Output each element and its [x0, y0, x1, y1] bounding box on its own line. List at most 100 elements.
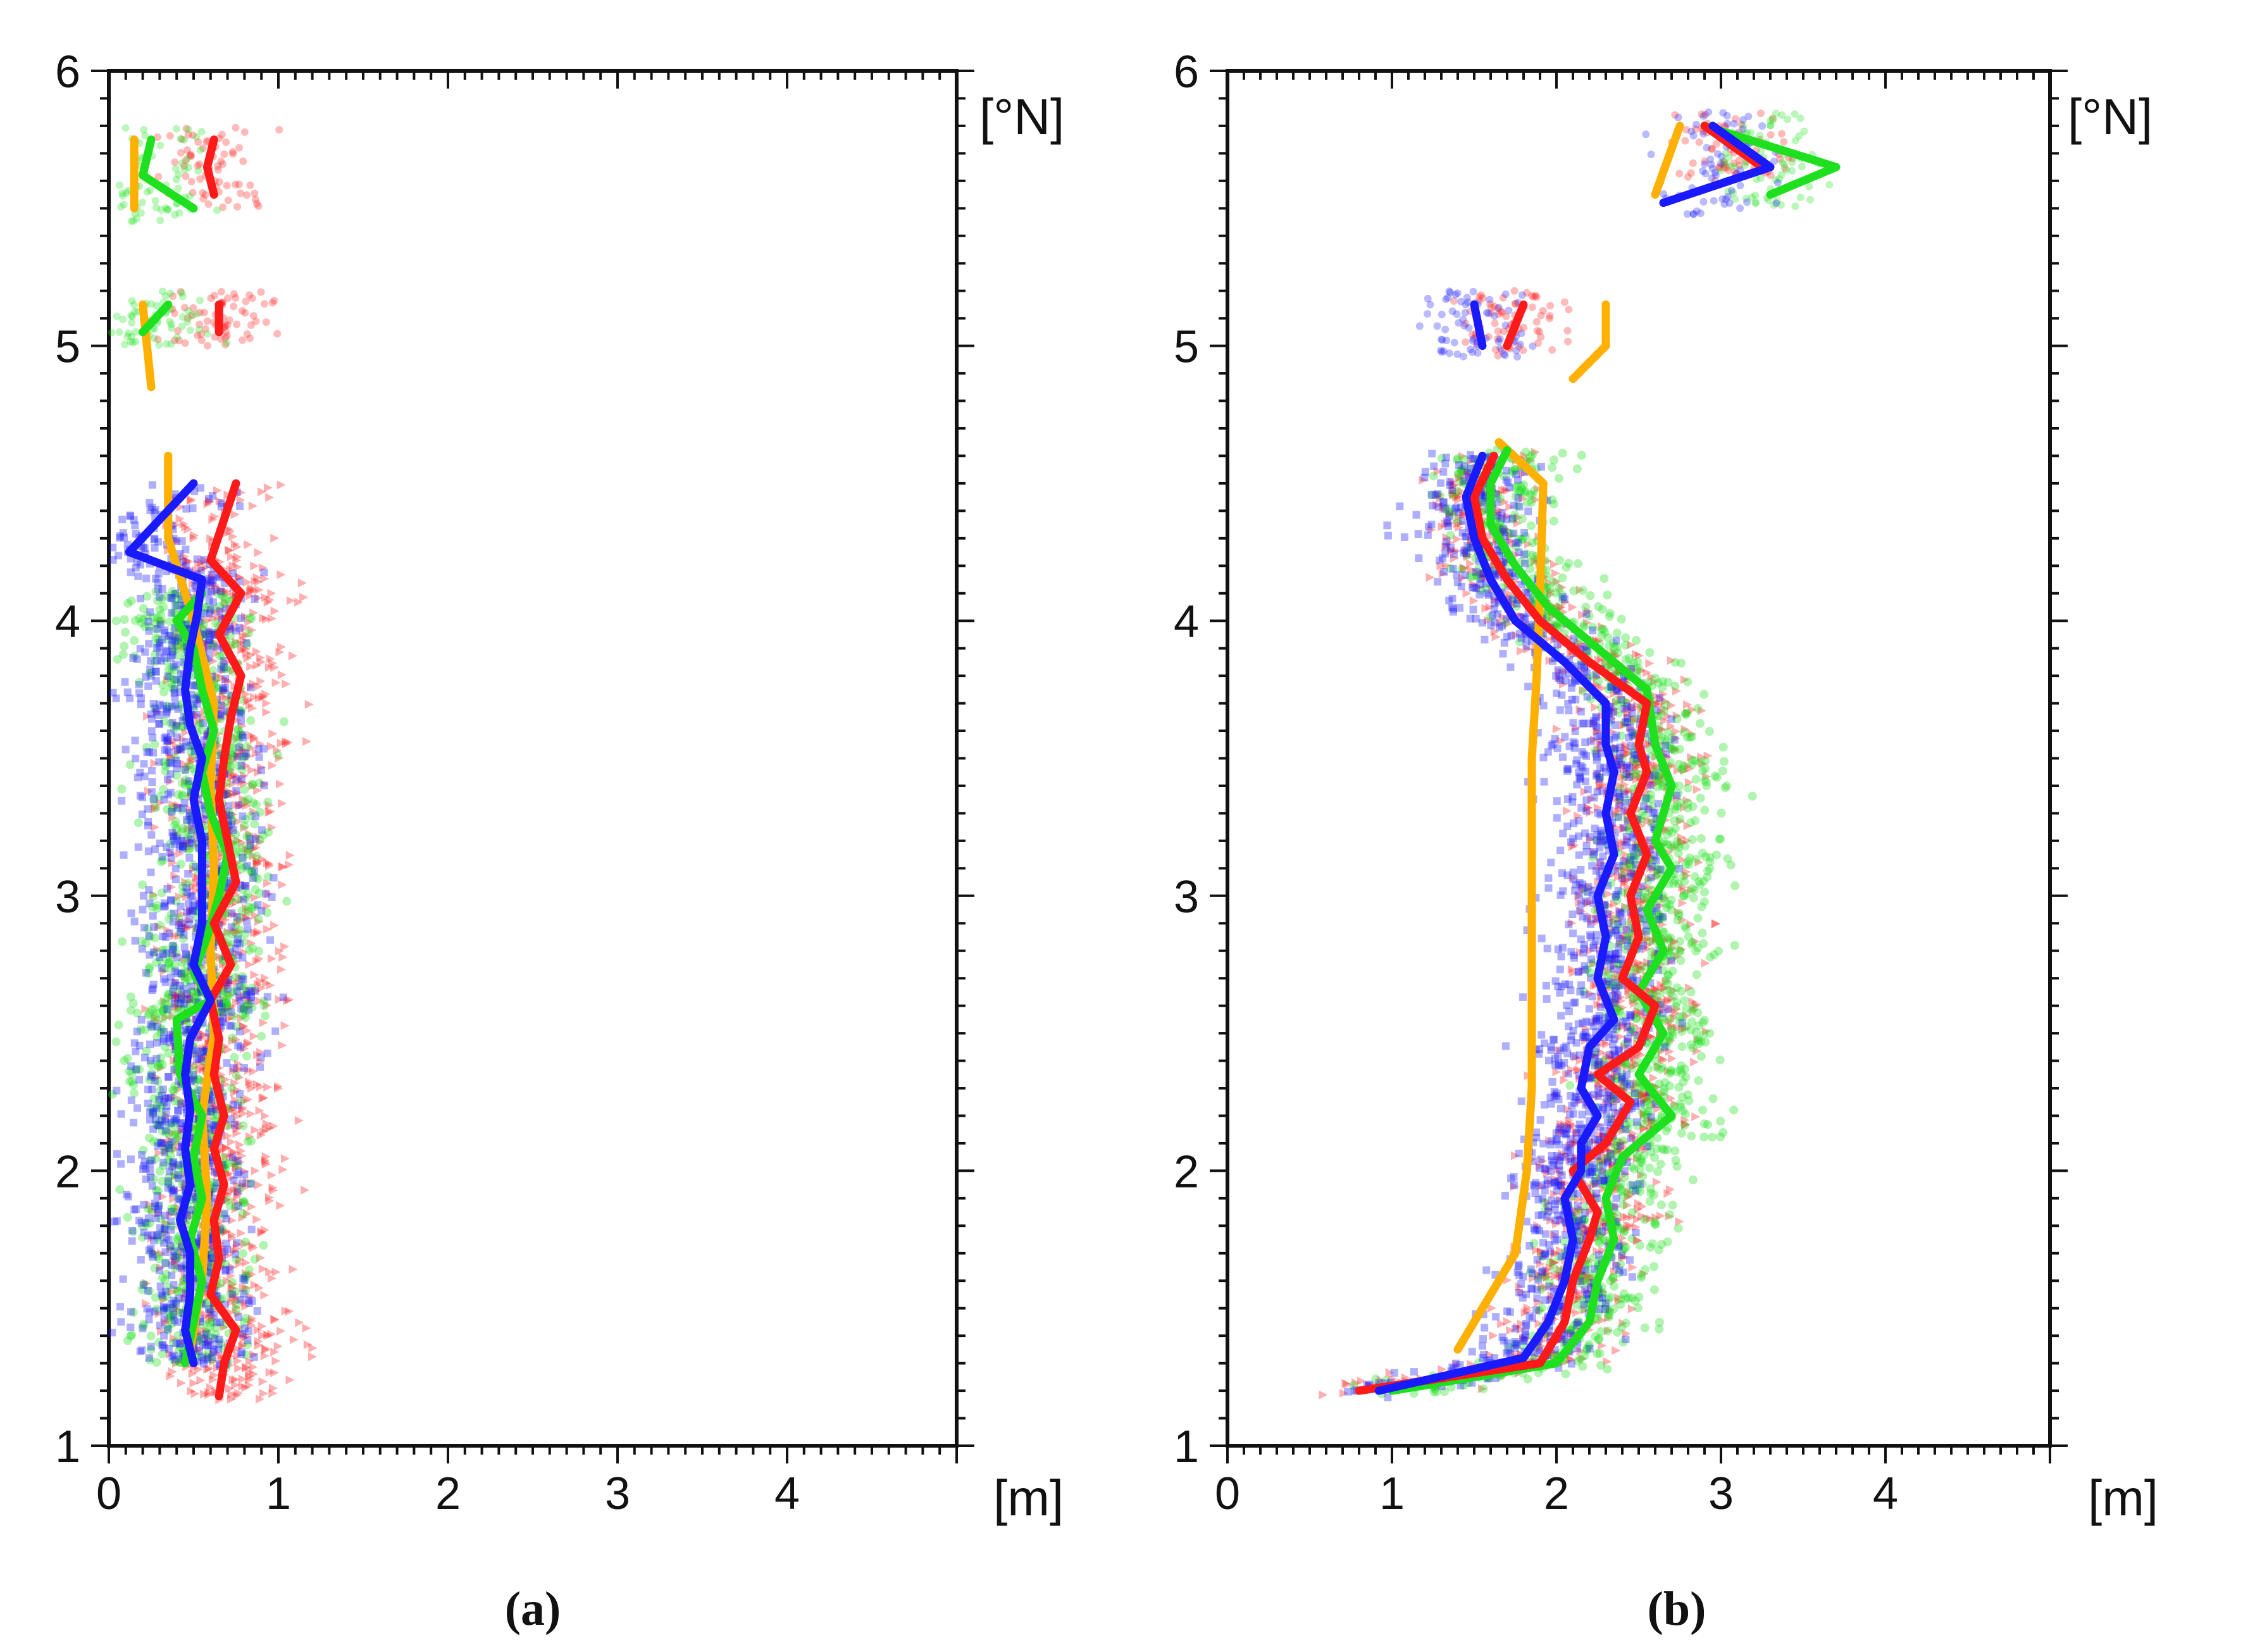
green-point	[242, 1350, 251, 1360]
blue-point	[168, 647, 177, 655]
red-point	[240, 1096, 249, 1105]
red-point	[258, 1331, 268, 1340]
red-point	[241, 1383, 251, 1393]
red-point	[228, 1148, 237, 1157]
red-point	[187, 994, 197, 1003]
red-point	[232, 123, 240, 132]
blue-point	[182, 545, 190, 554]
red-point	[204, 1363, 214, 1373]
red-point	[263, 1083, 273, 1092]
red-point	[209, 1305, 219, 1315]
blue-point	[146, 608, 154, 616]
red-point	[182, 556, 191, 566]
red-point	[228, 1279, 238, 1289]
red-point	[239, 1021, 248, 1031]
red-point	[154, 335, 162, 344]
red-point	[174, 326, 182, 335]
red-point	[231, 1107, 240, 1117]
green-point	[174, 184, 182, 192]
red-point	[276, 480, 286, 490]
red-point	[253, 979, 263, 989]
blue-point	[263, 993, 271, 1001]
blue-point	[175, 1174, 183, 1183]
blue-point	[220, 1209, 228, 1217]
red-point	[242, 578, 252, 587]
red-point	[248, 781, 258, 790]
red-point	[274, 1082, 283, 1091]
blue-point	[228, 1290, 237, 1298]
blue-point	[246, 842, 254, 850]
red-point	[249, 1369, 259, 1379]
red-point	[194, 138, 202, 146]
red-point	[267, 742, 276, 751]
red-point	[180, 1271, 190, 1281]
blue-point	[153, 1191, 161, 1200]
red-point	[180, 777, 190, 786]
blue-point	[222, 1239, 230, 1248]
green-point	[115, 328, 123, 336]
red-point	[223, 321, 232, 329]
blue-point	[171, 1355, 179, 1363]
red-point	[214, 971, 224, 980]
red-point	[199, 1052, 209, 1062]
red-point	[275, 126, 283, 134]
red-point	[229, 771, 239, 781]
red-point	[227, 1394, 237, 1404]
red-point	[199, 1044, 208, 1053]
red-point	[262, 978, 271, 988]
blue-point	[171, 864, 180, 873]
green-point	[204, 1352, 214, 1362]
red-point	[174, 991, 183, 1001]
green-point	[166, 1313, 175, 1322]
red-point	[265, 1196, 275, 1205]
red-point	[202, 138, 211, 146]
red-point	[238, 745, 247, 754]
red-point	[213, 671, 222, 680]
red-point	[220, 686, 230, 695]
red-point	[237, 1151, 247, 1160]
red-point	[243, 1177, 252, 1186]
blue-point	[220, 657, 228, 665]
blue-point	[145, 1246, 153, 1255]
red-point	[170, 309, 178, 318]
red-point	[228, 1036, 237, 1045]
blue-point	[160, 1314, 168, 1322]
red-point	[166, 1371, 175, 1381]
red-point	[189, 131, 197, 139]
red-point	[262, 707, 271, 717]
red-point	[189, 189, 197, 197]
blue-point	[221, 1265, 230, 1274]
red-point	[232, 800, 241, 810]
red-point	[196, 1376, 206, 1385]
blue-point	[217, 587, 225, 595]
red-point	[233, 1296, 242, 1306]
blue-point	[161, 1115, 169, 1123]
blue-point	[133, 655, 141, 663]
red-point	[170, 931, 179, 941]
blue-point	[168, 808, 176, 816]
red-point	[254, 917, 264, 926]
red-point	[226, 1186, 235, 1195]
blue-point	[243, 991, 251, 999]
red-point	[213, 587, 222, 596]
red-point	[249, 1067, 258, 1076]
blue-point	[258, 826, 266, 834]
red-point	[267, 1329, 276, 1339]
blue-point	[159, 1037, 168, 1045]
red-point	[227, 766, 236, 775]
green-point	[139, 1279, 149, 1289]
red-point	[225, 790, 234, 800]
red-point	[178, 989, 187, 998]
blue-point	[121, 745, 130, 754]
red-point	[175, 849, 185, 859]
blue-point	[156, 839, 164, 847]
blue-point	[242, 882, 250, 890]
blue-point	[146, 1108, 154, 1116]
red-point	[206, 534, 216, 543]
blue-point	[139, 891, 147, 900]
red-point	[233, 1086, 242, 1095]
red-point	[175, 1307, 185, 1316]
red-point	[232, 1124, 242, 1134]
blue-point	[164, 1184, 172, 1192]
red-point	[216, 705, 225, 714]
